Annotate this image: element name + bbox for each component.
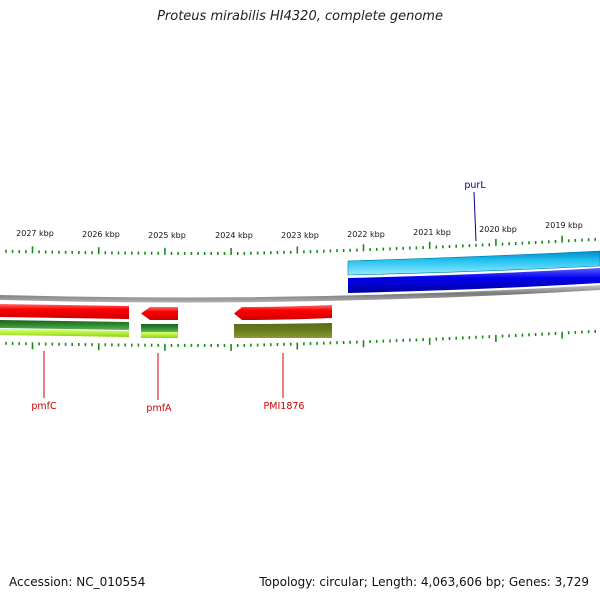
gene-label-pmfA[interactable]: pmfA	[146, 403, 172, 414]
cog-olive-bar	[234, 323, 332, 338]
feature-blue-cds[interactable]	[348, 268, 600, 293]
gene-pmfC-arrow[interactable]	[0, 304, 129, 319]
scale-label: 2020 kbp	[479, 225, 517, 234]
feature-cyan-block[interactable]	[347, 250, 600, 276]
gene-PMI1876-arrow[interactable]	[234, 305, 332, 320]
genome-backbone	[0, 285, 600, 303]
outer-tick-ring	[5, 235, 597, 255]
gene-label-PMI1876[interactable]: PMI1876	[264, 401, 305, 412]
inner-tick-ring	[5, 329, 597, 351]
cog-lime-bar-2	[141, 332, 178, 338]
map-title: Proteus mirabilis HI4320, complete genom…	[157, 9, 443, 24]
scale-label: 2026 kbp	[82, 230, 120, 239]
gene-label-purL[interactable]: purL	[464, 180, 486, 191]
cog-green-bar-2	[141, 324, 178, 332]
scale-label: 2025 kbp	[148, 231, 186, 240]
scale-label: 2027 kbp	[16, 229, 54, 238]
accession-text: Accession: NC_010554	[9, 575, 146, 589]
scale-label: 2021 kbp	[413, 228, 451, 237]
genome-summary-text: Topology: circular; Length: 4,063,606 bp…	[259, 575, 589, 589]
scale-label: 2019 kbp	[545, 221, 583, 230]
cog-green-bar-1	[0, 320, 129, 330]
gene-pmfA-arrow[interactable]	[141, 307, 178, 320]
gene-label-pmfC[interactable]: pmfC	[31, 401, 57, 412]
leader-line-purL	[473, 191, 477, 242]
cog-lime-bar-1	[0, 329, 129, 337]
scale-label: 2023 kbp	[281, 231, 319, 240]
scale-label: 2022 kbp	[347, 230, 385, 239]
scale-label: 2024 kbp	[215, 231, 253, 240]
